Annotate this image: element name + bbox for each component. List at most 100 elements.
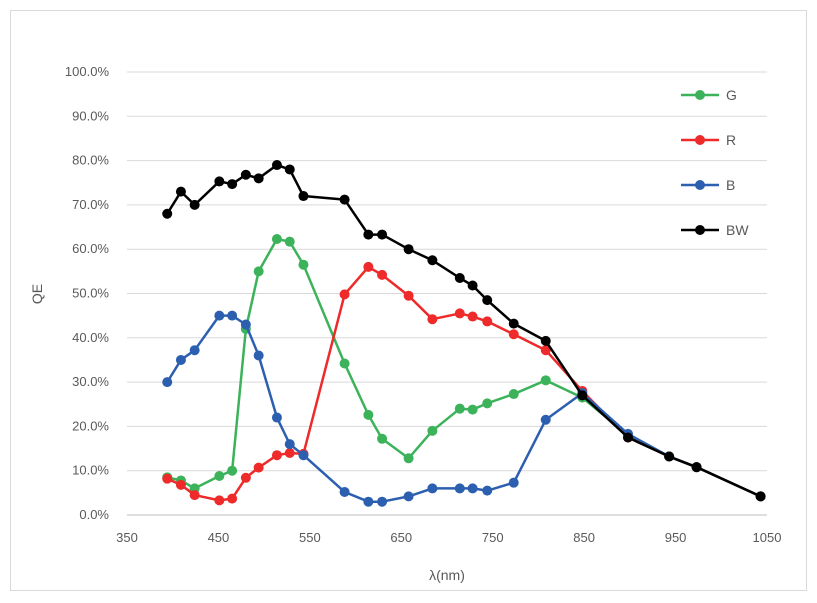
data-point-b (403, 491, 414, 502)
y-tick-label: 30.0% (72, 374, 109, 389)
data-point-b (175, 354, 186, 365)
data-point-r (363, 261, 374, 272)
data-point-g (214, 471, 225, 482)
data-point-r (482, 316, 493, 327)
data-point-bw (454, 272, 465, 283)
y-tick-label: 0.0% (79, 507, 109, 522)
data-point-bw (189, 199, 200, 210)
data-point-g (271, 234, 282, 245)
data-point-b (284, 439, 295, 450)
data-point-b (240, 319, 251, 330)
data-point-r (271, 450, 282, 461)
x-tick-label: 450 (208, 530, 230, 545)
data-point-b (253, 350, 264, 361)
data-point-g (508, 389, 519, 400)
data-point-g (467, 404, 478, 415)
data-point-bw (298, 191, 309, 202)
data-point-bw (162, 208, 173, 219)
data-point-g (298, 259, 309, 270)
data-point-r (467, 311, 478, 322)
data-point-b (454, 483, 465, 494)
data-point-b (339, 486, 350, 497)
legend-marker (695, 180, 705, 190)
data-point-bw (482, 295, 493, 306)
data-point-r (427, 314, 438, 325)
data-point-r (189, 490, 200, 501)
data-point-bw (253, 173, 264, 184)
y-tick-label: 50.0% (72, 286, 109, 301)
x-tick-label: 1050 (753, 530, 782, 545)
data-point-b (467, 483, 478, 494)
data-point-b (298, 450, 309, 461)
data-point-bw (427, 255, 438, 266)
y-tick-label: 10.0% (72, 463, 109, 478)
data-point-r (284, 447, 295, 458)
data-point-g (454, 403, 465, 414)
data-point-bw (540, 335, 551, 346)
data-point-r (175, 479, 186, 490)
data-point-b (271, 412, 282, 423)
y-tick-label: 90.0% (72, 108, 109, 123)
data-point-bw (284, 164, 295, 175)
x-tick-label: 350 (116, 530, 138, 545)
data-point-r (454, 308, 465, 319)
legend-label-g: G (726, 87, 737, 103)
data-point-g (427, 425, 438, 436)
legend-marker (695, 135, 705, 145)
data-point-bw (755, 491, 766, 502)
data-point-b (162, 377, 173, 388)
legend-label-r: R (726, 132, 736, 148)
data-point-r (377, 269, 388, 280)
data-point-bw (403, 244, 414, 255)
data-point-b (482, 485, 493, 496)
data-point-bw (467, 280, 478, 291)
data-point-b (427, 483, 438, 494)
data-point-bw (691, 462, 702, 473)
data-point-r (240, 472, 251, 483)
data-point-g (227, 465, 238, 476)
legend-label-bw: BW (726, 222, 749, 238)
legend-marker (695, 90, 705, 100)
data-point-bw (623, 432, 634, 443)
legend-marker (695, 225, 705, 235)
data-point-g (253, 266, 264, 277)
x-tick-label: 650 (390, 530, 412, 545)
data-point-b (189, 345, 200, 356)
legend-label-b: B (726, 177, 735, 193)
x-axis-label: λ(nm) (429, 567, 465, 583)
data-point-g (363, 409, 374, 420)
data-point-g (482, 398, 493, 409)
data-point-b (508, 477, 519, 488)
data-point-b (227, 310, 238, 321)
data-point-r (253, 462, 264, 473)
data-point-g (403, 453, 414, 464)
data-point-g (540, 375, 551, 386)
data-point-b (363, 496, 374, 507)
data-point-bw (227, 179, 238, 190)
x-tick-label: 750 (482, 530, 504, 545)
y-tick-label: 40.0% (72, 330, 109, 345)
data-point-r (339, 289, 350, 300)
data-point-g (284, 236, 295, 247)
data-point-bw (577, 390, 588, 401)
data-point-bw (508, 318, 519, 329)
data-point-bw (240, 169, 251, 180)
y-tick-label: 20.0% (72, 418, 109, 433)
data-point-bw (377, 229, 388, 240)
data-point-bw (363, 229, 374, 240)
data-point-b (377, 496, 388, 507)
data-point-bw (271, 160, 282, 171)
data-point-bw (214, 176, 225, 187)
data-point-bw (339, 194, 350, 205)
data-point-r (540, 345, 551, 356)
data-point-g (377, 433, 388, 444)
data-point-bw (664, 451, 675, 462)
data-point-b (214, 310, 225, 321)
x-tick-label: 850 (573, 530, 595, 545)
y-tick-label: 60.0% (72, 241, 109, 256)
chart-frame (10, 10, 807, 591)
series-line-bw (166, 163, 762, 498)
y-axis-label: QE (29, 284, 45, 304)
